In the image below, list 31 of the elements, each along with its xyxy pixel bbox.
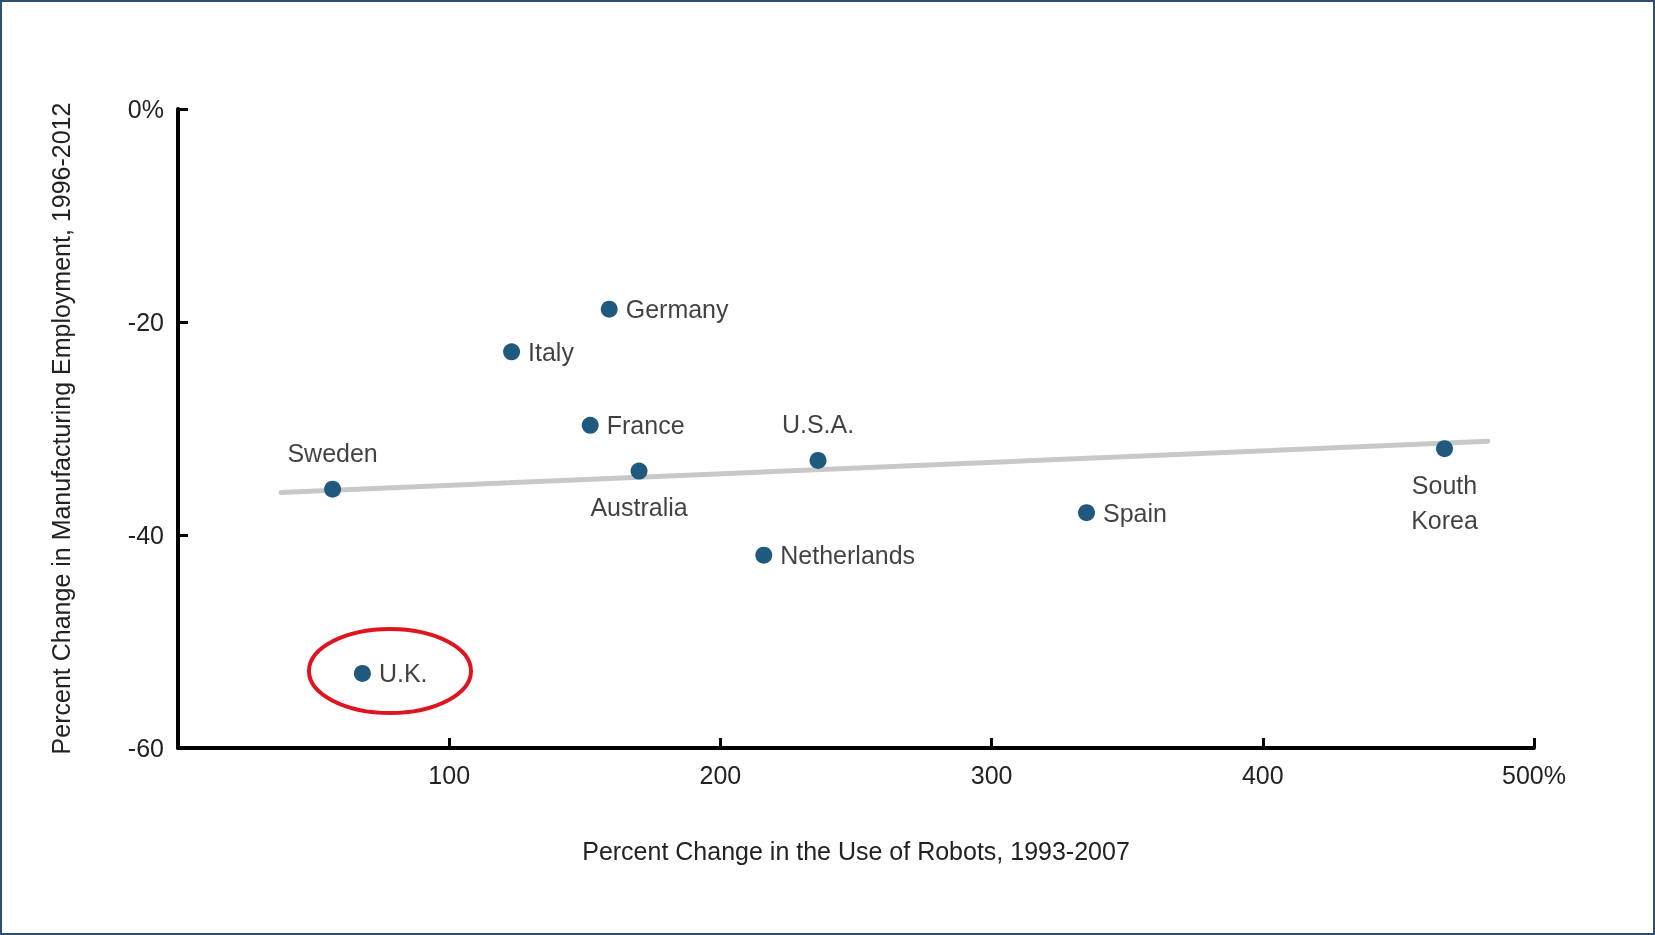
annotation: Italy (528, 337, 575, 366)
annotation: Australia (590, 493, 688, 522)
point (600, 300, 618, 318)
annotation: France (606, 411, 685, 440)
annotation: U.S.A. (781, 410, 855, 439)
annotation: Sweden (287, 439, 378, 468)
x-tick-label: 100 (428, 760, 471, 789)
point (324, 480, 342, 498)
x-tick-label: 400 (1241, 760, 1284, 789)
y-tick-label: -40 (127, 521, 164, 549)
annotation: U.K. (378, 659, 428, 688)
y-tick-label: 0% (127, 95, 164, 123)
x-tick-label: 200 (699, 760, 742, 789)
annotation: Spain (1103, 498, 1167, 527)
annotation: Germany (625, 295, 730, 324)
y-tick-label: -60 (127, 734, 164, 762)
y-axis-title: Percent Change in Manufacturing Employment, 1996-2012 (46, 102, 75, 755)
point (809, 451, 827, 469)
point (1078, 504, 1096, 522)
point (755, 546, 773, 564)
x-tick-label: 300 (970, 760, 1013, 789)
point (503, 343, 521, 361)
x-axis-title: Percent Change in the Use of Robots, 1993-2007 (582, 836, 1130, 865)
point (353, 664, 371, 682)
annotation: Netherlands (780, 541, 916, 570)
x-tick-label: 500% (1502, 760, 1566, 789)
annotation: South Korea (1411, 470, 1478, 534)
point (630, 462, 648, 480)
point (581, 416, 599, 434)
y-tick-label: -20 (127, 308, 164, 336)
point (1436, 440, 1453, 458)
